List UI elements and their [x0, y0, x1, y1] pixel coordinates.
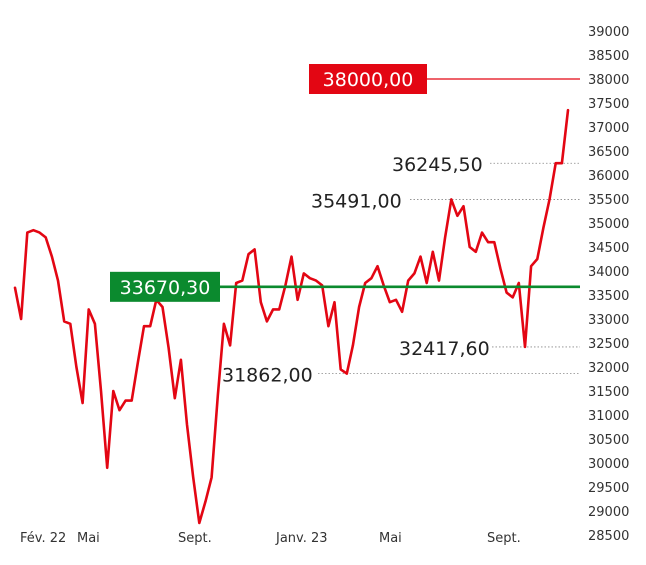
reference-label: 33670,30 — [120, 277, 211, 299]
annotations: 36245,50 35491,00 32417,60 31862,00 — [222, 154, 580, 387]
y-tick-label: 36500 — [588, 145, 629, 160]
y-axis: 39000 38500 38000 37500 37000 36500 36000 35500… — [588, 25, 629, 544]
annotation-label: 32417,60 — [399, 338, 490, 360]
y-tick-label: 34500 — [588, 241, 629, 256]
y-tick-label: 38500 — [588, 49, 629, 64]
annotation-label: 35491,00 — [311, 190, 402, 212]
y-tick-label: 35500 — [588, 193, 629, 208]
x-tick-label: Sept. — [487, 531, 521, 546]
price-series-line — [13, 108, 570, 525]
y-tick-label: 30500 — [588, 433, 629, 448]
y-tick-label: 30000 — [588, 457, 629, 472]
y-tick-label: 38000 — [588, 73, 629, 88]
x-tick-label: Fév. 22 — [20, 531, 66, 546]
x-tick-label: Janv. 23 — [275, 531, 328, 546]
reference-lines: 38000,00 33670,30 — [110, 64, 580, 302]
y-tick-label: 28500 — [588, 529, 629, 544]
y-tick-label: 34000 — [588, 265, 629, 280]
y-tick-label: 35000 — [588, 217, 629, 232]
y-tick-label: 32000 — [588, 361, 629, 376]
y-tick-label: 29000 — [588, 505, 629, 520]
y-tick-label: 31000 — [588, 409, 629, 424]
x-tick-label: Sept. — [178, 531, 212, 546]
series-layer — [13, 108, 570, 525]
y-tick-label: 37500 — [588, 97, 629, 112]
y-tick-label: 31500 — [588, 385, 629, 400]
y-tick-label: 32500 — [588, 337, 629, 352]
annotation-label: 36245,50 — [392, 154, 483, 176]
reference-label-box — [309, 64, 427, 94]
y-tick-label: 33000 — [588, 313, 629, 328]
y-tick-label: 37000 — [588, 121, 629, 136]
y-tick-label: 29500 — [588, 481, 629, 496]
x-tick-label: Mai — [77, 531, 100, 546]
y-tick-label: 39000 — [588, 25, 629, 40]
x-axis: Fév. 22 Mai Sept. Janv. 23 Mai Sept. — [20, 531, 521, 546]
reference-label-box — [110, 271, 220, 302]
x-tick-label: Mai — [379, 531, 402, 546]
y-tick-label: 36000 — [588, 169, 629, 184]
reference-label: 38000,00 — [323, 69, 414, 91]
annotation-label: 31862,00 — [222, 365, 313, 387]
y-tick-label: 33500 — [588, 289, 629, 304]
